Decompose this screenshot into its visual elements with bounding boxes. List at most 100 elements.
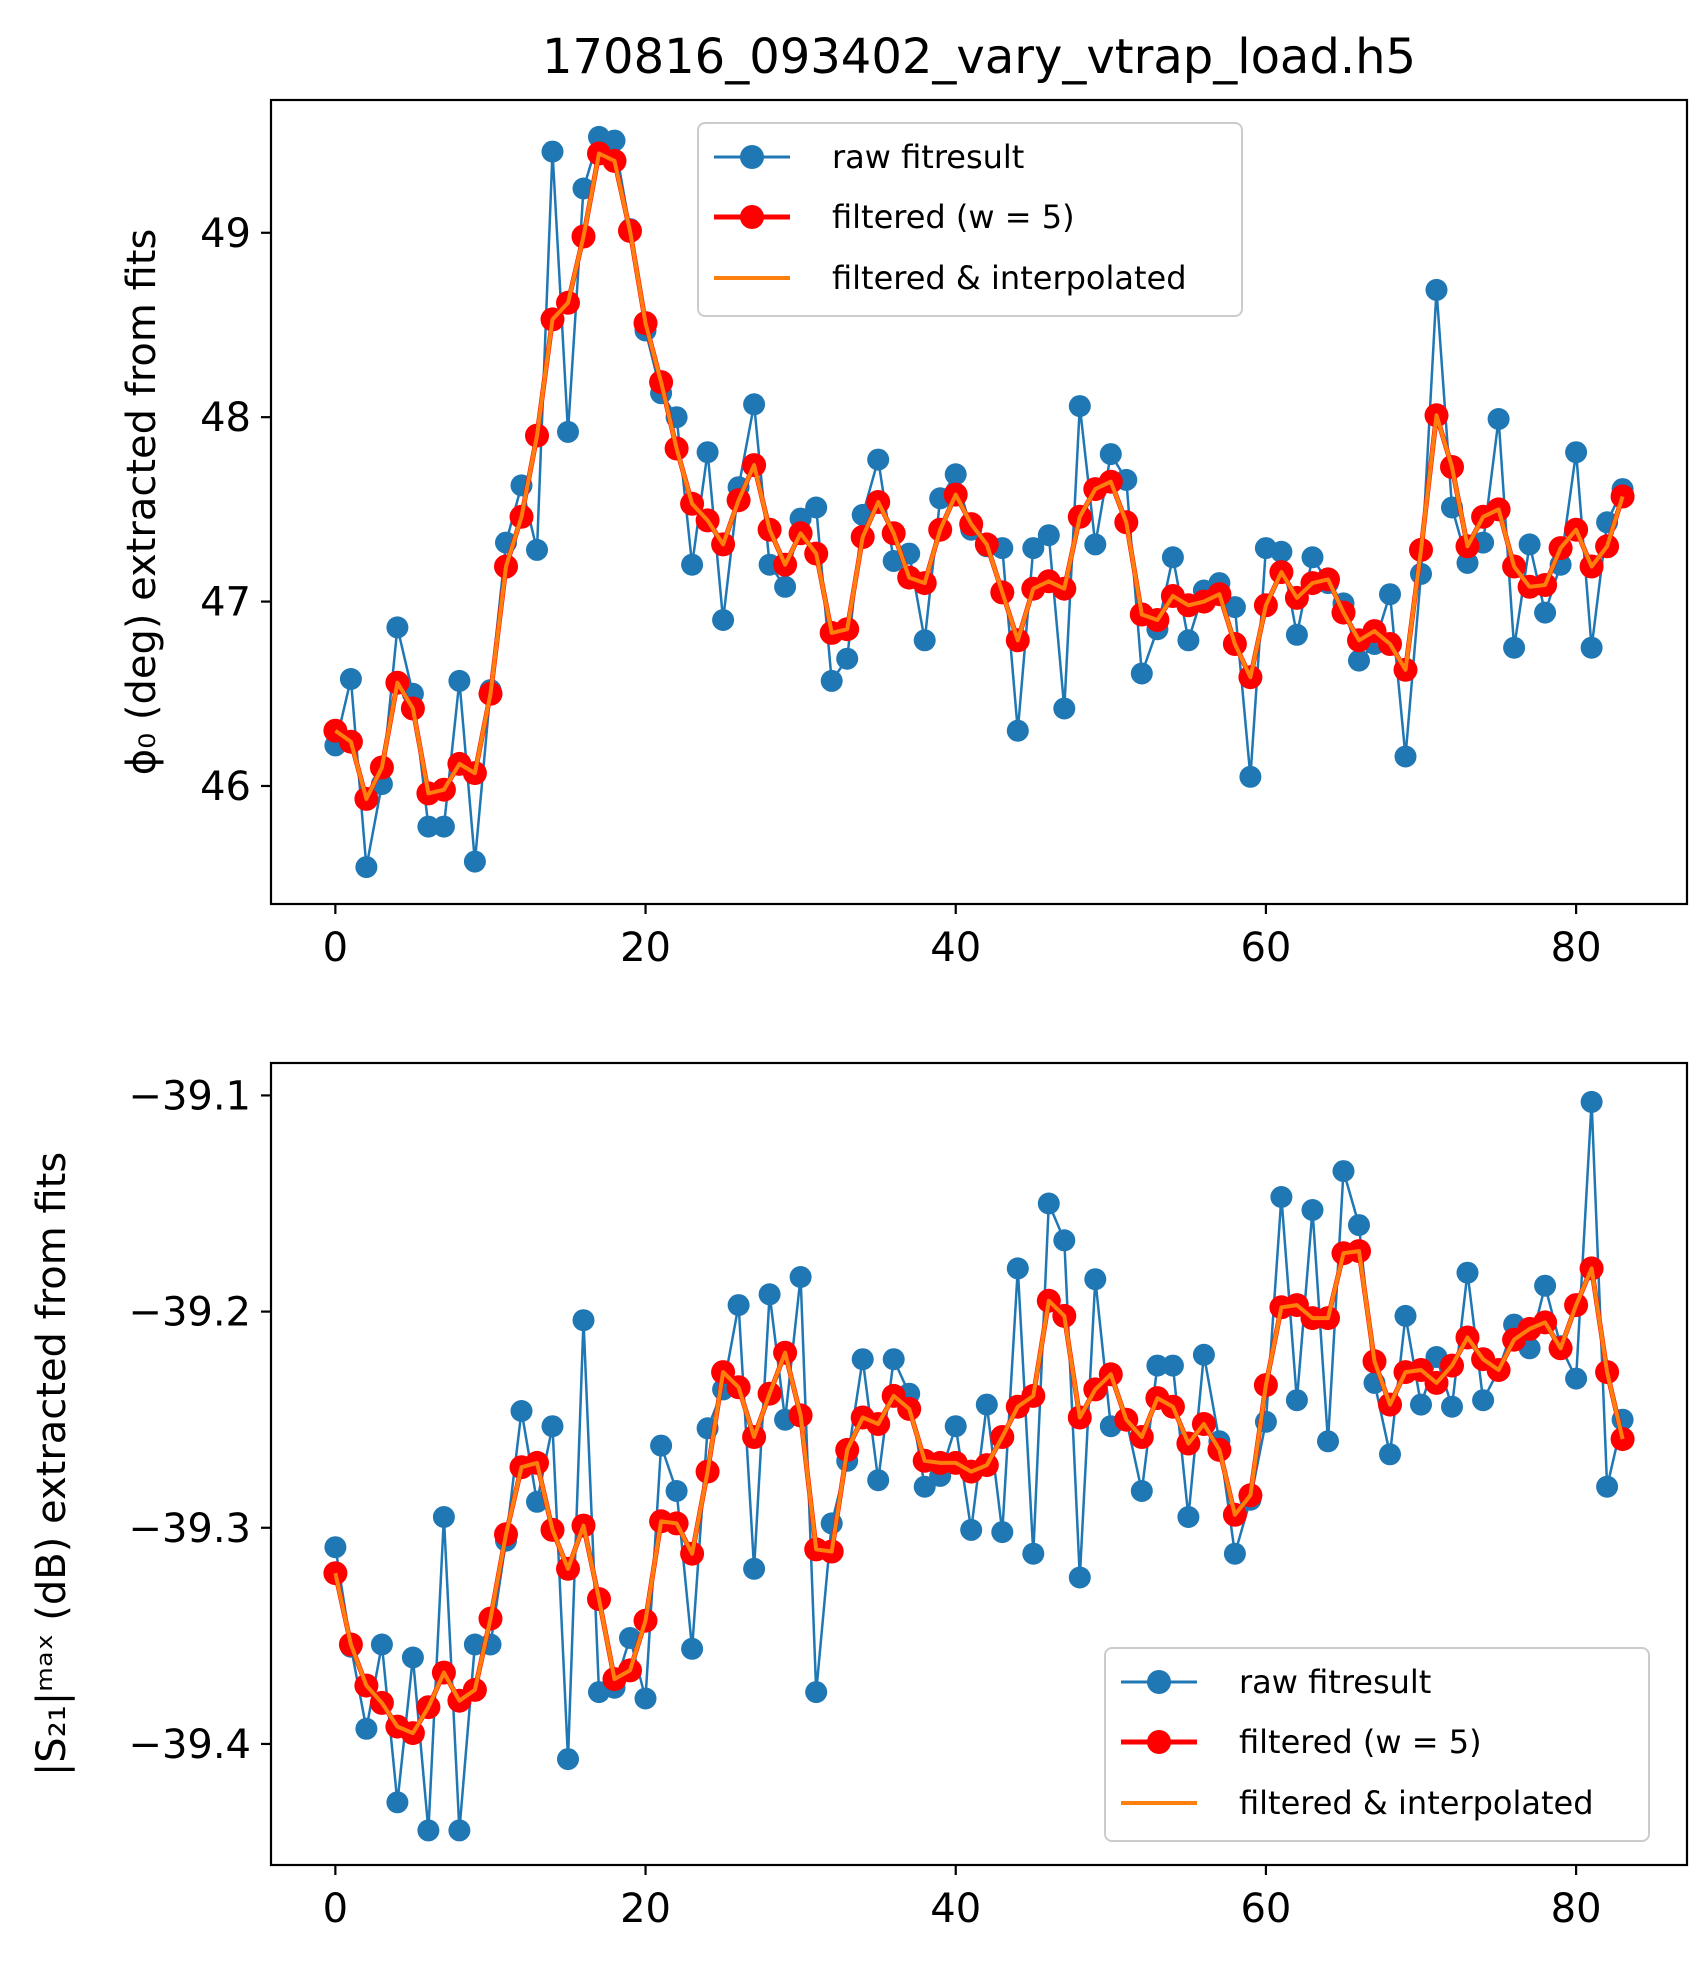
s21-series-point-0 (1565, 1367, 1588, 1390)
phi-series-point-0 (1130, 662, 1153, 685)
s21-series-point-0 (1301, 1199, 1324, 1221)
phi-series-point-0 (355, 856, 378, 879)
s21-series-point-0 (1223, 1542, 1246, 1565)
phi-legend-interp-label: filtered & interpolated (832, 259, 1187, 297)
phi-series-point-0 (1348, 649, 1370, 672)
s21-series-point-0 (1534, 1274, 1557, 1297)
phi-series-point-0 (417, 815, 440, 838)
phi-series-point-0 (1487, 408, 1510, 430)
s21-series-point-0 (1379, 1443, 1401, 1466)
s21-series-point-0 (727, 1294, 750, 1317)
s21-series-point-0 (1332, 1160, 1355, 1183)
s21-legend-filtered-marker (1147, 1730, 1171, 1754)
s21-series-point-0 (991, 1521, 1014, 1544)
phi-series-point-0 (1037, 524, 1060, 547)
s21-series-point-0 (1596, 1475, 1619, 1498)
phi-ticks: 0 20 40 60 80 46 47 48 49 (200, 211, 1601, 971)
s21-series-point-0 (1006, 1257, 1029, 1280)
s21-series-point-0 (1348, 1214, 1370, 1237)
phi-series-point-0 (774, 575, 797, 598)
phi-series-point-0 (1285, 623, 1308, 646)
phi-x-tick-label: 60 (1240, 925, 1291, 971)
chart-title: 170816_093402_vary_vtrap_load.h5 (542, 29, 1416, 85)
s21-series-point-0 (1192, 1343, 1215, 1366)
s21-series-point-0 (805, 1681, 828, 1704)
phi-series-point-0 (1084, 533, 1107, 556)
phi-legend-raw-label: raw fitresult (832, 138, 1024, 176)
s21-ticks: 0 20 40 60 80 −39.1 −39.2 −39.3 −39.4 (128, 1073, 1601, 1932)
s21-series-point-0 (619, 1627, 641, 1649)
s21-series-point-0 (463, 1633, 486, 1656)
phi-series-point-0 (1099, 443, 1122, 466)
s21-series-point-0 (572, 1309, 595, 1332)
phi-series-point-0 (1006, 719, 1029, 742)
s21-series-point-0 (401, 1646, 424, 1669)
s21-series-point-0 (1317, 1430, 1339, 1453)
phi-series-point-0 (1270, 540, 1293, 563)
phi-series-point-0 (526, 538, 548, 561)
s21-series-line-2 (333, 1249, 1625, 1736)
phi-series-point-0 (820, 669, 843, 692)
s21-series-point-0 (851, 1348, 874, 1371)
phi-series-point-0 (712, 609, 735, 631)
s21-series-point-0 (370, 1633, 393, 1656)
phi-series-point-0 (1456, 551, 1479, 574)
s21-series-point-0 (324, 1536, 347, 1559)
phi-legend-box (697, 122, 1243, 317)
s21-legend-interp-label: filtered & interpolated (1239, 1784, 1594, 1822)
phi-series-point-0 (541, 140, 564, 163)
phi-series-point-0 (867, 448, 890, 471)
phi-series-point-0 (1425, 278, 1448, 301)
phi-series-point-0 (1053, 697, 1076, 720)
s21-series-point-0 (681, 1637, 704, 1660)
s21-legend-box (1104, 1647, 1650, 1842)
phi-series (323, 125, 1635, 879)
s21-series-point-0 (1084, 1268, 1107, 1291)
phi-x-tick-label: 80 (1551, 925, 1602, 971)
phi-series-point-0 (463, 850, 486, 873)
s21-legend: raw fitresult filtered (w = 5) filtered … (1104, 1647, 1650, 1842)
phi-series-point-0 (805, 496, 828, 519)
phi-series-point-0 (1379, 583, 1401, 606)
s21-y-tick-label: −39.2 (128, 1290, 251, 1336)
phi-series-point-0 (386, 616, 409, 639)
s21-x-tick-label: 80 (1551, 1886, 1602, 1932)
s21-series-point-0 (557, 1748, 579, 1771)
s21-series-point-0 (1580, 1090, 1603, 1113)
phi-series-point-0 (603, 129, 626, 152)
s21-series-point-0 (758, 1283, 781, 1306)
phi-series-point-0 (681, 553, 704, 576)
s21-series-point-0 (417, 1819, 440, 1842)
phi-legend-raw-marker (740, 145, 764, 169)
phi-series-point-0 (1022, 537, 1045, 560)
phi-series-point-0 (1161, 546, 1184, 569)
s21-x-tick-label: 20 (620, 1886, 671, 1932)
s21-series-point-0 (1270, 1186, 1293, 1208)
s21-series-point-0 (1130, 1480, 1153, 1502)
phi-series-point-0 (743, 393, 766, 416)
s21-series-point-0 (743, 1557, 766, 1580)
s21-series-point-0 (386, 1791, 409, 1814)
s21-series-point-0 (510, 1400, 533, 1422)
s21-series-point-0 (541, 1415, 564, 1438)
s21-series-point-0 (1161, 1354, 1184, 1377)
phi-x-tick-label: 20 (620, 925, 671, 971)
s21-series-point-0 (975, 1393, 998, 1416)
s21-series-point-0 (634, 1687, 657, 1710)
phi-series-point-0 (448, 669, 471, 692)
s21-series-point-0 (1456, 1261, 1479, 1284)
phi-series-point-0 (432, 815, 455, 838)
s21-x-tick-label: 60 (1240, 1886, 1291, 1932)
s21-series-point-0 (1177, 1506, 1200, 1528)
phi-axes-frame (269, 98, 1689, 906)
phi-legend-filtered-label: filtered (w = 5) (832, 198, 1075, 236)
phi-series-point-0 (1239, 765, 1262, 788)
phi-y-tick-label: 49 (200, 211, 251, 257)
s21-legend-raw-marker (1147, 1670, 1171, 1694)
s21-series-point-0 (448, 1819, 471, 1842)
phi-series-point-0 (1068, 395, 1091, 418)
phi-series-point-0 (1518, 533, 1541, 556)
s21-y-tick-label: −39.1 (128, 1073, 251, 1119)
phi-series-point-0 (1177, 629, 1200, 652)
